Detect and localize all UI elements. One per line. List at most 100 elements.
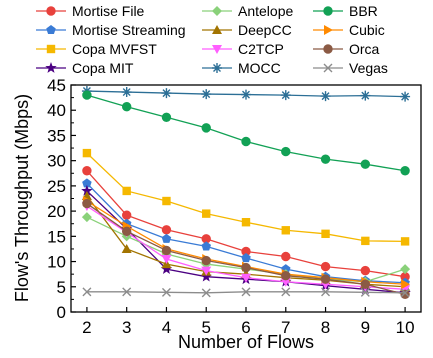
legend-label: Cubic <box>349 22 385 38</box>
x-tick-label: 2 <box>82 318 91 337</box>
legend-swatch-marker <box>46 44 56 54</box>
data-point <box>121 226 132 236</box>
y-tick-label: 0 <box>57 303 66 322</box>
data-point <box>321 229 330 239</box>
data-point <box>82 287 92 297</box>
data-point <box>281 287 291 297</box>
data-point <box>201 241 211 251</box>
x-tick-label: 10 <box>396 318 415 337</box>
legend: Mortise File Mortise Streaming Copa MVFST C… <box>36 3 388 76</box>
data-point <box>82 178 92 188</box>
legend-item-bbr: BBR <box>313 3 378 19</box>
legend-swatch-marker <box>323 44 333 54</box>
series-orca <box>82 198 410 300</box>
x-tick-label: 7 <box>281 318 290 337</box>
x-tick-label: 4 <box>162 318 171 337</box>
data-point <box>200 270 212 282</box>
data-point <box>400 264 411 275</box>
legend-item-orca: Orca <box>313 41 380 57</box>
data-point <box>360 90 371 101</box>
legend-swatch-marker <box>212 63 222 73</box>
data-point <box>81 184 93 196</box>
y-axis-title: Flow's Throughput (Mbps) <box>12 94 32 302</box>
data-point <box>241 262 251 273</box>
data-point <box>122 287 132 297</box>
data-point <box>162 196 171 206</box>
data-point <box>201 288 211 298</box>
legend-item-mortise-streaming: Mortise Streaming <box>36 22 186 38</box>
data-point <box>280 277 291 287</box>
x-tick-label: 6 <box>241 318 250 337</box>
data-point <box>320 91 331 102</box>
legend-item-deepcc: DeepCC <box>202 22 292 38</box>
series-vegas <box>82 287 410 298</box>
data-point <box>241 273 251 283</box>
data-point <box>281 270 291 281</box>
x-tick-label: 9 <box>361 318 370 337</box>
data-point <box>360 279 371 289</box>
series-bbr <box>82 90 410 176</box>
series-line <box>86 152 406 243</box>
data-point <box>320 261 331 272</box>
legend-swatch-marker <box>323 6 333 16</box>
data-point <box>360 265 371 276</box>
y-tick-label: 45 <box>47 76 66 95</box>
legend-swatch-marker <box>323 63 333 73</box>
legend-label: Vegas <box>349 60 388 76</box>
y-tick-label: 15 <box>47 227 66 246</box>
data-point <box>82 148 92 158</box>
y-tick-label: 40 <box>47 101 66 120</box>
series-layer <box>81 86 411 300</box>
legend-swatch-marker <box>212 6 222 16</box>
legend-swatch-marker <box>212 25 222 34</box>
data-point <box>82 166 92 176</box>
data-point <box>161 88 172 99</box>
data-point <box>400 288 410 298</box>
legend-item-c2tcp: C2TCP <box>202 41 284 57</box>
x-tick-label: 5 <box>201 318 210 337</box>
data-point <box>201 255 211 266</box>
data-point <box>320 154 331 164</box>
y-tick-label: 25 <box>47 177 66 196</box>
data-point <box>81 212 92 223</box>
data-point <box>360 287 370 297</box>
data-point <box>160 263 173 274</box>
data-point <box>161 255 172 265</box>
series-copa-mvfst <box>82 148 410 246</box>
data-point <box>241 218 251 227</box>
data-point <box>241 136 251 147</box>
data-point <box>400 237 410 246</box>
data-point <box>161 112 172 122</box>
data-point <box>400 91 411 102</box>
legend-swatch-marker <box>212 45 222 54</box>
data-point <box>122 186 131 196</box>
legend-item-cubic: Cubic <box>313 22 385 38</box>
legend-label: DeepCC <box>238 22 292 38</box>
data-point <box>121 101 132 112</box>
legend-item-copa-mit: Copa MIT <box>36 60 134 76</box>
data-point <box>161 287 171 297</box>
data-point <box>320 274 331 284</box>
legend-label: Mortise File <box>72 3 145 19</box>
data-point <box>401 279 411 290</box>
data-point <box>201 266 212 276</box>
x-tick-label: 3 <box>122 318 131 337</box>
legend-label: Mortise Streaming <box>72 22 186 38</box>
data-point <box>82 90 92 100</box>
data-point <box>201 89 212 100</box>
x-axis-title: Number of Flows <box>178 332 314 352</box>
data-point <box>121 243 132 253</box>
data-point <box>400 166 410 176</box>
legend-item-vegas: Vegas <box>313 60 388 76</box>
legend-label: Copa MVFST <box>72 41 157 57</box>
legend-swatch-marker <box>46 6 56 16</box>
legend-item-antelope: Antelope <box>202 3 293 19</box>
legend-swatch-marker <box>46 25 56 35</box>
series-mocc <box>81 86 411 102</box>
x-tick-label: 8 <box>321 318 330 337</box>
data-point <box>161 233 172 243</box>
data-point <box>281 226 290 235</box>
data-point <box>161 225 172 235</box>
data-point <box>400 289 410 300</box>
